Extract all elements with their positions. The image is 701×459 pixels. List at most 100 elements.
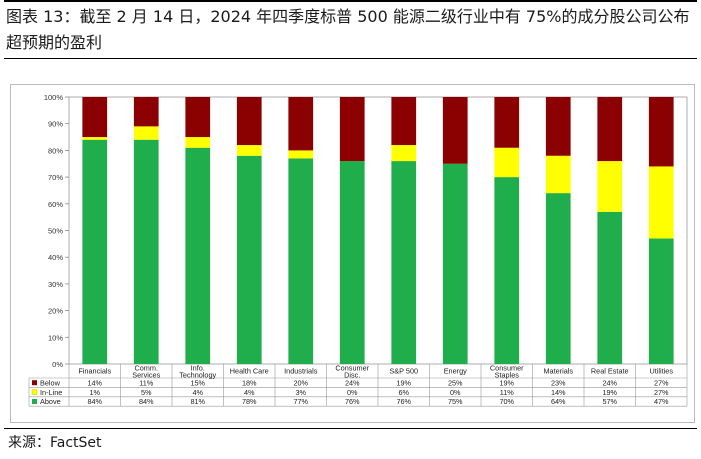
legend-label: Below [40, 378, 61, 387]
legend-key-inline [31, 389, 38, 395]
x-category-label: Utilities [649, 367, 673, 376]
bar-inline [494, 147, 520, 178]
y-tick-label: 0% [52, 360, 63, 369]
y-tick-label: 70% [48, 173, 63, 182]
data-label: 64% [551, 397, 566, 406]
x-category-label: Health Care [230, 367, 269, 376]
bar-above [545, 193, 571, 364]
y-tick-label: 40% [48, 253, 63, 262]
figure-title: 图表 13：截至 2 月 14 日，2024 年四季度标普 500 能源二级行业… [6, 7, 690, 52]
bar-above [648, 238, 674, 364]
data-label: 19% [499, 378, 514, 387]
data-label: 75% [448, 397, 463, 406]
source-note: 来源：FactSet [8, 435, 102, 451]
data-label: 84% [87, 397, 102, 406]
bar-inline [288, 150, 314, 159]
legend-key-above [32, 399, 37, 404]
bar-inline [185, 137, 211, 148]
bar-below [442, 97, 468, 164]
data-label: 0% [347, 388, 358, 397]
x-category-label: Energy [444, 367, 467, 376]
data-label: 76% [345, 397, 360, 406]
bar-below [236, 97, 262, 146]
x-category-label: Technology [179, 371, 216, 380]
data-label: 18% [242, 378, 257, 387]
y-tick-label: 10% [48, 333, 63, 342]
bar-inline [133, 126, 159, 140]
bar-below [597, 97, 623, 162]
data-label: 27% [654, 388, 669, 397]
data-label: 84% [139, 397, 154, 406]
bar-below [82, 97, 108, 138]
data-label: 78% [242, 397, 257, 406]
bar-inline [391, 145, 417, 162]
data-label: 0% [450, 388, 461, 397]
data-label: 4% [244, 388, 255, 397]
legend-label: Above [40, 397, 61, 406]
x-category-label: Disc. [344, 371, 360, 380]
y-tick-label: 50% [48, 227, 63, 236]
y-tick-label: 60% [48, 200, 63, 209]
y-tick-label: 100% [44, 93, 64, 102]
bar-above [133, 139, 159, 364]
x-category-label: Services [132, 371, 160, 380]
data-label: 77% [293, 397, 308, 406]
bar-inline [236, 145, 262, 156]
data-label: 19% [602, 388, 617, 397]
data-label: 5% [141, 388, 152, 397]
bar-above [391, 161, 417, 364]
bar-inline [82, 137, 108, 140]
x-category-label: S&P 500 [389, 367, 418, 376]
data-label: 14% [87, 378, 102, 387]
data-label: 24% [602, 378, 617, 387]
data-label: 4% [192, 388, 203, 397]
data-label: 47% [654, 397, 669, 406]
data-label: 20% [293, 378, 308, 387]
data-label: 14% [551, 388, 566, 397]
data-label: 76% [396, 397, 411, 406]
x-category-label: Financials [78, 367, 111, 376]
x-category-label: Real Estate [591, 367, 629, 376]
x-category-label: Staples [495, 371, 520, 380]
data-label: 23% [551, 378, 566, 387]
bar-below [648, 97, 674, 167]
legend-key-below [32, 380, 37, 386]
bar-below [133, 97, 159, 127]
bar-above [339, 161, 365, 364]
y-tick-label: 30% [48, 280, 63, 289]
bar-below [391, 97, 417, 146]
data-label: 70% [499, 397, 514, 406]
stacked-bar-chart: 0% 10% 20% 30% 40% 50% 60% 70% 80% 90% 100% Financi… [28, 93, 688, 407]
x-category-label: Materials [543, 367, 573, 376]
data-label: 3% [295, 388, 306, 397]
data-label: 27% [654, 378, 669, 387]
data-label: 15% [190, 378, 205, 387]
data-label: 24% [345, 378, 360, 387]
bar-above [288, 158, 314, 364]
bar-above [82, 139, 108, 364]
y-tick-label: 80% [48, 146, 63, 155]
data-label: 25% [448, 378, 463, 387]
bar-inline [648, 166, 674, 239]
bar-above [597, 211, 623, 364]
bar-inline [545, 155, 571, 194]
top-rule [4, 0, 697, 2]
bar-inline [597, 161, 623, 212]
x-category-label: Consumer [490, 364, 524, 373]
data-label: 11% [500, 388, 515, 397]
data-label: 11% [139, 378, 154, 387]
y-tick-label: 20% [48, 307, 63, 316]
bar-above [494, 177, 520, 364]
x-category-label: Comm. [134, 364, 158, 373]
bar-below [545, 97, 571, 156]
data-label: 6% [398, 388, 409, 397]
x-category-label: Industrials [284, 367, 318, 376]
source-rule [4, 428, 697, 429]
data-label: 81% [190, 397, 205, 406]
bar-below [494, 97, 520, 148]
data-label: 19% [396, 378, 411, 387]
chart-container: 0% 10% 20% 30% 40% 50% 60% 70% 80% 90% 100% Financi… [10, 84, 695, 423]
bar-below [339, 97, 365, 162]
title-rule [4, 58, 697, 59]
legend-label: In-Line [40, 388, 62, 397]
